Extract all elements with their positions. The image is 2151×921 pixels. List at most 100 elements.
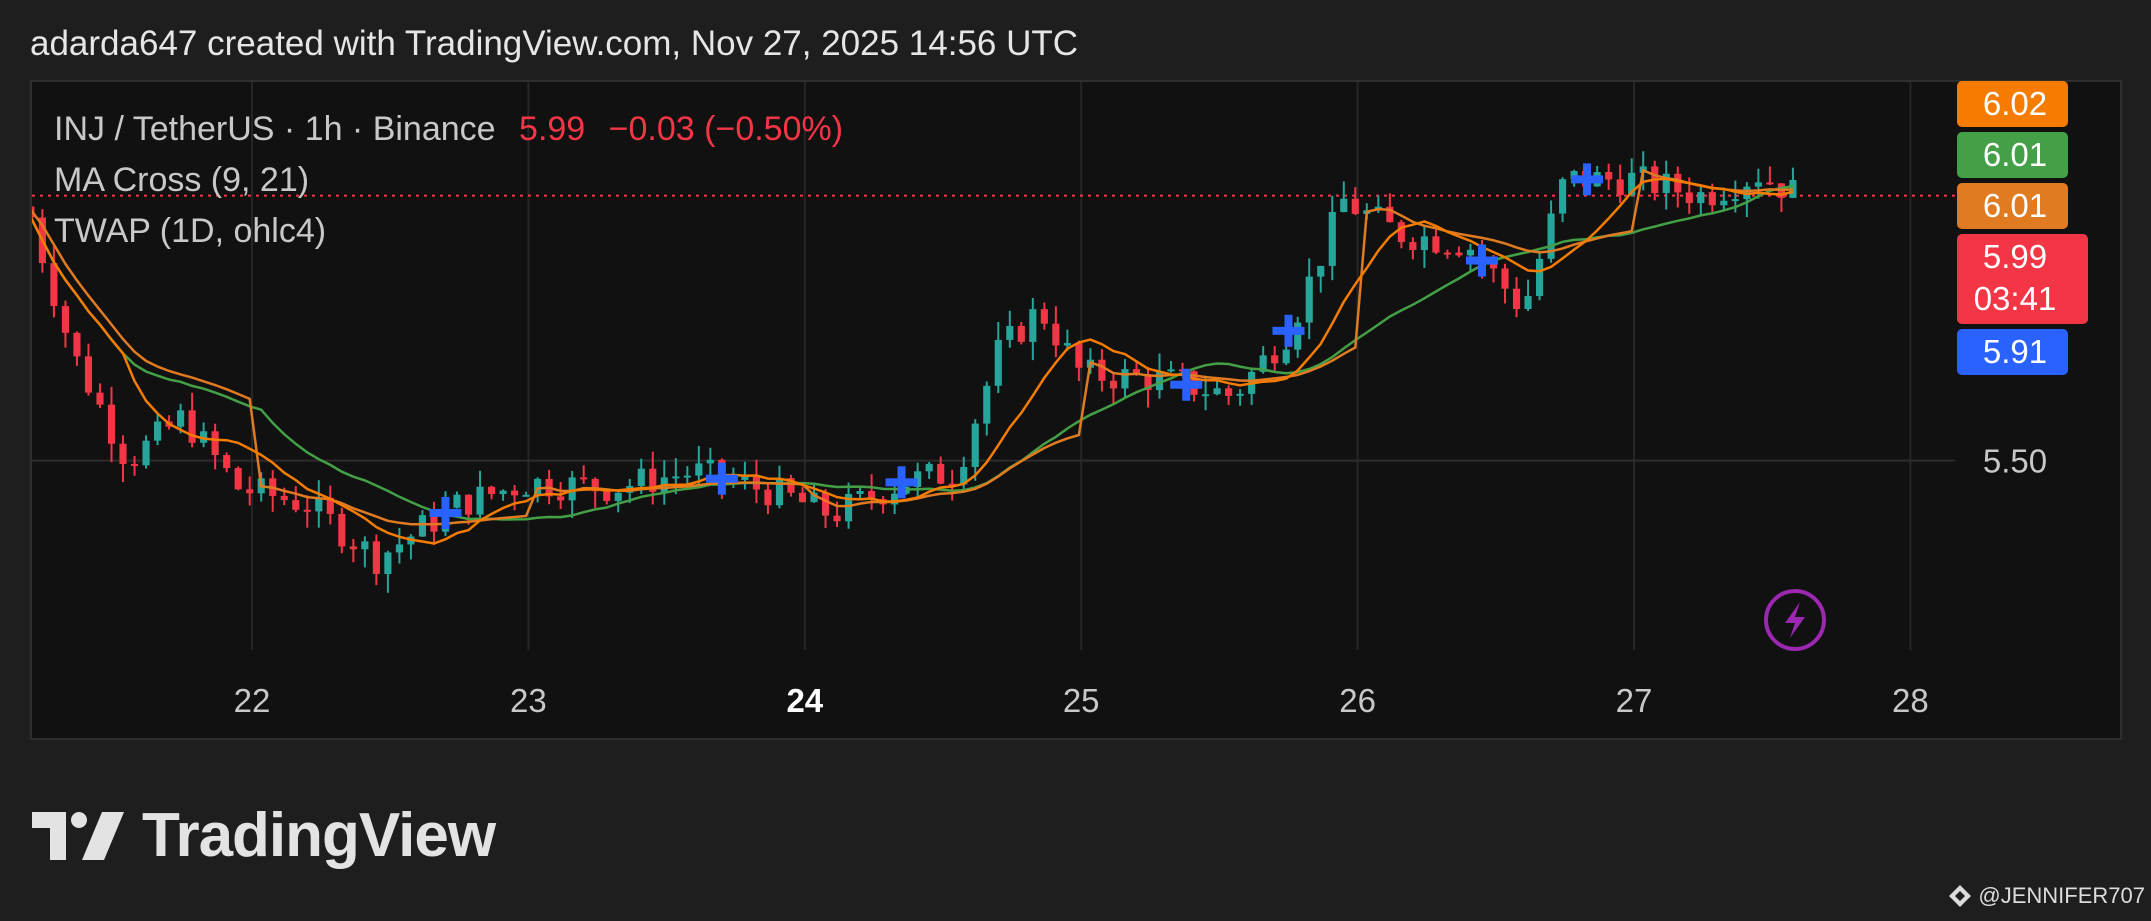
ma-cross-marker — [1170, 368, 1203, 401]
price-tag-label: 6.02 — [1983, 85, 2047, 122]
candle — [1167, 360, 1175, 373]
ma-cross-marker — [885, 466, 918, 499]
candle — [361, 536, 369, 568]
candle-body — [142, 440, 150, 466]
candle — [130, 456, 139, 476]
candle-body — [1697, 192, 1705, 204]
candle-body — [1213, 388, 1221, 395]
tradingview-mark-icon — [32, 811, 124, 860]
candle-body — [683, 475, 691, 478]
candle — [211, 423, 219, 470]
candle — [1063, 329, 1071, 351]
price-tag-bg — [1957, 132, 2068, 178]
candle-body — [418, 515, 427, 537]
candle-body — [1524, 296, 1532, 310]
candle — [580, 465, 588, 484]
candle-body — [1570, 171, 1578, 180]
candle-body — [1708, 192, 1716, 206]
candle-body — [1006, 325, 1014, 340]
candle-body — [695, 463, 703, 476]
candle — [649, 451, 657, 505]
ma-fast-line — [32, 177, 1794, 545]
candle-body — [1271, 355, 1279, 364]
candle-body — [1535, 258, 1544, 297]
legend-twap[interactable]: TWAP (1D, ohlc4) — [54, 212, 327, 250]
countdown-label: 03:41 — [1974, 280, 2057, 317]
candle-body — [1202, 394, 1210, 397]
candle — [292, 486, 300, 513]
candle — [1409, 237, 1417, 260]
candle-body — [603, 491, 611, 501]
candle-body — [798, 492, 807, 503]
candle — [234, 466, 242, 491]
candle — [1340, 181, 1348, 213]
candle — [50, 246, 58, 318]
candle — [1455, 246, 1463, 258]
candle-body — [741, 476, 749, 480]
candle-body — [775, 478, 784, 506]
candle-body — [84, 356, 93, 393]
candle-body — [637, 468, 645, 487]
candle-body — [1662, 173, 1670, 194]
candle — [1524, 279, 1532, 312]
candle-body — [821, 492, 830, 516]
candle — [1662, 160, 1670, 210]
candle — [1720, 190, 1728, 210]
price-tag-label: 6.01 — [1983, 187, 2047, 224]
candle-body — [706, 459, 714, 464]
candle — [499, 489, 507, 501]
candle — [119, 435, 127, 483]
candle — [107, 386, 116, 463]
candle — [1006, 310, 1014, 348]
candle-body — [1017, 325, 1025, 342]
candle-body — [1512, 288, 1521, 310]
x-tick-label: 23 — [510, 682, 547, 719]
candle — [153, 413, 162, 446]
candle-body — [1605, 172, 1613, 180]
legend-symbol-row[interactable]: INJ / TetherUS · 1h · Binance 5.99 −0.03… — [54, 104, 843, 155]
candle-body — [1075, 343, 1083, 368]
price-tag-bg — [1957, 81, 2068, 127]
cross-bar-v — [717, 462, 726, 495]
candle-body — [1328, 211, 1336, 266]
legend-ma-cross[interactable]: MA Cross (9, 21) — [54, 161, 310, 199]
symbol-label: INJ / TetherUS · 1h · Binance — [54, 110, 496, 148]
candle-body — [292, 500, 300, 510]
candle-body — [1432, 236, 1440, 253]
candle-body — [177, 410, 185, 427]
price-tag: 6.01 — [1957, 132, 2068, 178]
cross-bar-v — [1284, 314, 1293, 347]
candle-body — [914, 471, 922, 487]
candle — [787, 474, 795, 497]
candle — [660, 460, 668, 505]
candle-body — [61, 306, 70, 333]
price-tag: 5.99 03:41 — [1957, 234, 2088, 324]
tradingview-logo[interactable]: TradingView — [32, 800, 496, 871]
candle-body — [960, 466, 968, 485]
flash-icon — [1785, 602, 1805, 638]
candle — [511, 485, 519, 511]
candle — [487, 485, 496, 500]
candle-body — [1547, 213, 1555, 259]
candle-body — [153, 421, 162, 441]
candle-body — [1420, 236, 1428, 251]
cross-bar-v — [1583, 163, 1592, 196]
candle-body — [1766, 182, 1774, 185]
candle-body — [948, 483, 956, 486]
candle-body — [223, 455, 231, 469]
price-tag-label: 5.99 — [1983, 238, 2047, 275]
candle — [1628, 158, 1636, 197]
last-price: 5.99 — [519, 110, 586, 148]
price-tag-label: 5.91 — [1983, 333, 2047, 370]
candle-body — [1167, 369, 1175, 372]
candle — [1697, 185, 1705, 216]
candle-body — [303, 509, 311, 512]
price-change: −0.03 (−0.50%) — [608, 110, 844, 148]
candle-body — [672, 476, 680, 479]
candle-body — [453, 494, 461, 508]
price-tag-label: 6.01 — [1983, 136, 2047, 173]
candle — [453, 491, 461, 509]
candle-body — [534, 478, 542, 495]
ma-cross-marker — [1571, 163, 1604, 196]
